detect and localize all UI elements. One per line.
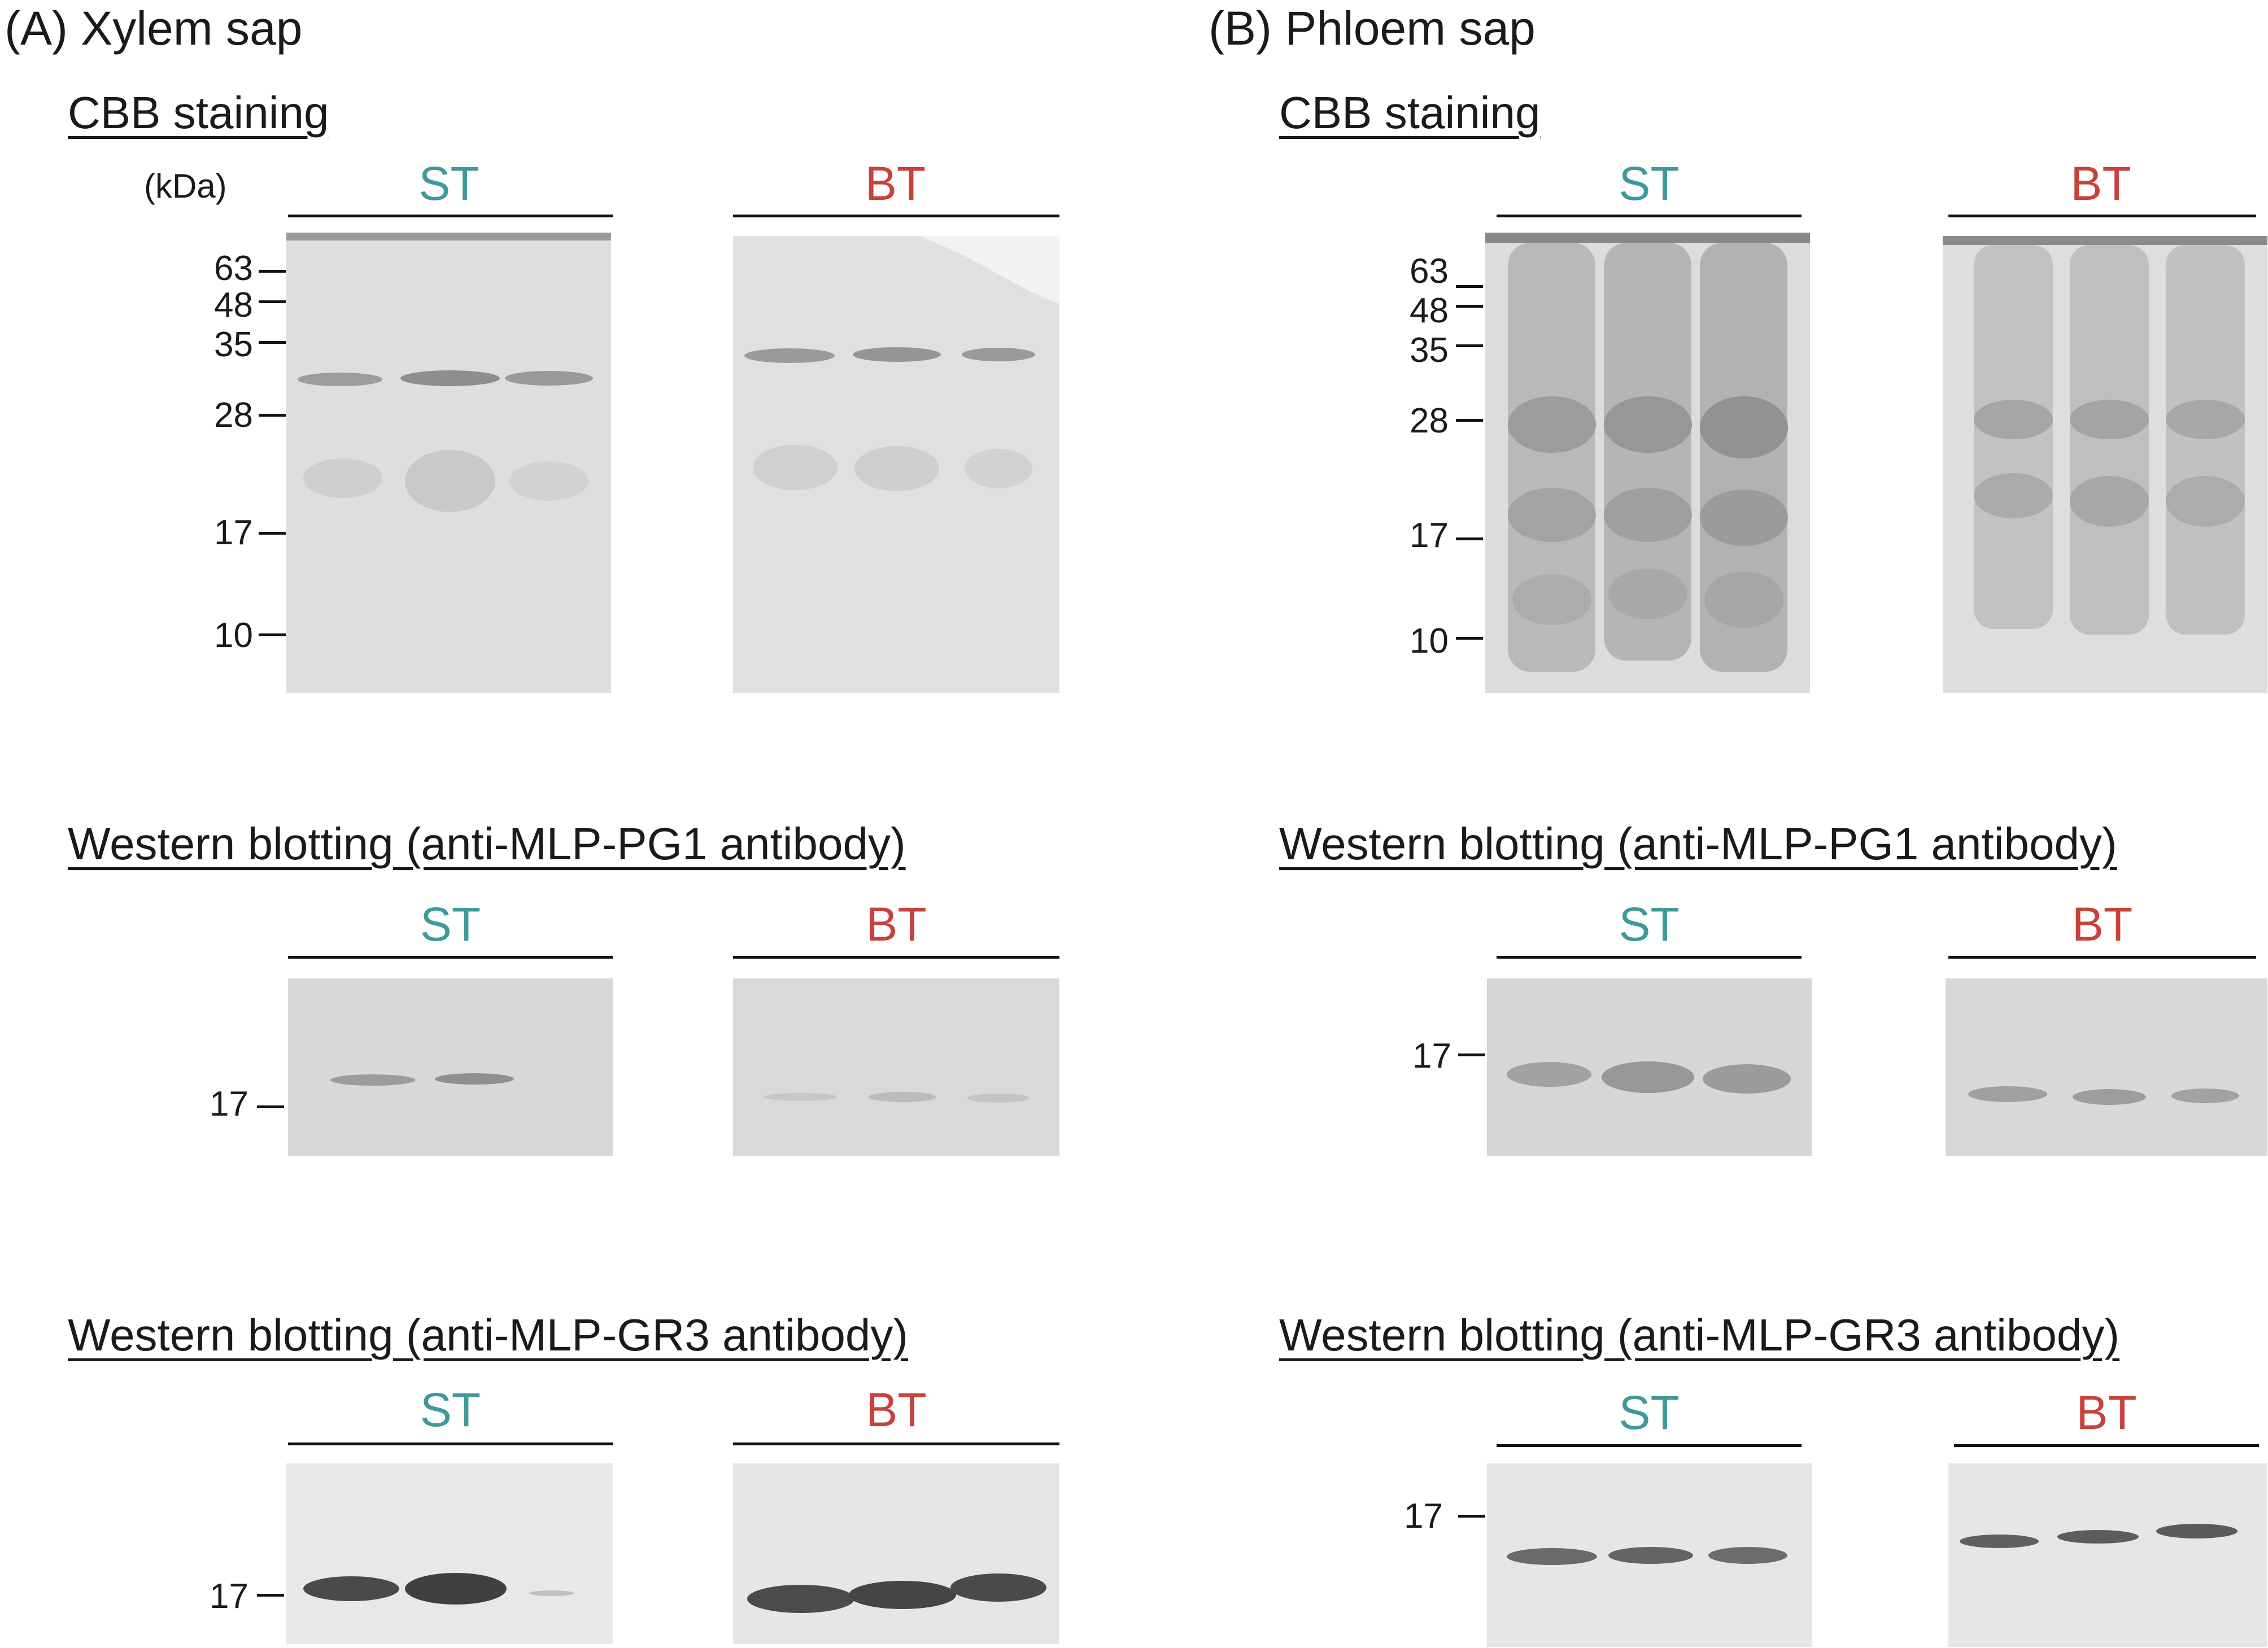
panel-b-wb1-bt-line [1948, 956, 2256, 959]
marker-tick-35 [1456, 344, 1483, 347]
panel-b-cbb-st-label: ST [1619, 157, 1680, 210]
marker-tick-28 [259, 414, 286, 417]
panel-a-kda-label: (kDa) [144, 167, 227, 205]
panel-b-wb1-bt-blot [1946, 978, 2267, 1156]
panel-b-cbb-title: CBB staining [1279, 88, 1541, 138]
marker-label-63: 63 [214, 249, 253, 288]
marker-tick-28 [1456, 419, 1483, 422]
panel-a-wb2-bt-blot [733, 1463, 1059, 1644]
marker-label-10: 10 [214, 616, 253, 655]
panel-a-wb1-bt-line [733, 956, 1059, 959]
panel-b-wb1-marker-tick [1458, 1054, 1485, 1056]
marker-label-48: 48 [1410, 291, 1449, 330]
panel-a-wb2-st-label: ST [420, 1383, 481, 1436]
panel-a-cbb-bt-line [733, 215, 1059, 217]
panel-b-wb2-bt-line [1954, 1444, 2259, 1447]
marker-label-17: 17 [1410, 516, 1449, 555]
marker-label-63: 63 [1410, 252, 1449, 291]
marker-label-17: 17 [214, 513, 253, 552]
panel-a-wb1-title: Western blotting (anti-MLP-PG1 antibody) [68, 819, 906, 869]
panel-a-cbb-st-line [288, 215, 613, 217]
marker-tick-10 [1456, 637, 1483, 640]
panel-a-wb1-marker-label: 17 [210, 1085, 248, 1124]
panel-a-cbb-bt-gel [733, 236, 1059, 693]
panel-a-wb1-st-line [288, 956, 613, 959]
panel-a-cbb-st-label: ST [418, 157, 479, 210]
panel-b-wb1-st-blot [1487, 978, 1812, 1156]
panel-b-cbb-st-gel [1485, 233, 1810, 693]
panel-b-wb2-bt-blot [1948, 1463, 2267, 1647]
panel-b-title: (B) Phloem sap [1209, 2, 1536, 55]
panel-a-wb2-st-line [288, 1442, 613, 1445]
panel-b-wb2-title: Western blotting (anti-MLP-GR3 antibody) [1279, 1310, 2120, 1360]
marker-label-35: 35 [214, 325, 253, 364]
marker-label-10: 10 [1410, 622, 1449, 661]
panel-a-cbb-title: CBB staining [68, 88, 329, 138]
marker-tick-63 [1456, 285, 1483, 288]
panel-a-wb1-bt-label: BT [866, 898, 927, 951]
panel-a-wb2-st-blot [286, 1463, 613, 1644]
panel-a-wb1-st-blot [288, 978, 613, 1156]
panel-b-cbb-st-line [1497, 215, 1802, 217]
panel-b-wb1-bt-label: BT [2071, 898, 2133, 951]
panel-b-wb1-title: Western blotting (anti-MLP-PG1 antibody) [1279, 819, 2117, 869]
panel-b-wb2-st-blot [1487, 1463, 1812, 1647]
panel-a-wb2-title: Western blotting (anti-MLP-GR3 antibody) [68, 1310, 909, 1360]
panel-a-wb2-marker-tick [257, 1594, 284, 1597]
panel-a-wb2-marker-label: 17 [210, 1577, 248, 1616]
panel-a-wb1-marker-tick [257, 1105, 284, 1108]
marker-label-28: 28 [1410, 401, 1449, 440]
marker-tick-35 [259, 341, 286, 344]
marker-label-48: 48 [214, 286, 253, 325]
panel-a-wb2-bt-line [733, 1442, 1059, 1445]
marker-label-28: 28 [214, 396, 253, 435]
panel-b-wb2-st-line [1497, 1444, 1802, 1447]
marker-label-35: 35 [1410, 331, 1449, 370]
panel-b-wb2-marker-label: 17 [1404, 1497, 1443, 1536]
marker-tick-48 [259, 300, 286, 303]
panel-a-cbb-bt-label: BT [865, 157, 926, 210]
panel-b-wb2-st-label: ST [1619, 1386, 1680, 1439]
panel-b-wb1-marker-label: 17 [1412, 1037, 1451, 1076]
panel-b-cbb-bt-gel [1943, 236, 2267, 693]
panel-a-title: (A) Xylem sap [5, 2, 303, 55]
panel-b-wb2-marker-tick [1458, 1515, 1485, 1518]
panel-b-wb1-st-label: ST [1619, 898, 1680, 951]
panel-b-wb2-bt-label: BT [2076, 1386, 2137, 1439]
panel-a-cbb-st-gel [286, 233, 611, 693]
panel-b-cbb-bt-label: BT [2070, 157, 2131, 210]
panel-a-wb1-st-label: ST [420, 898, 481, 951]
marker-tick-17 [1456, 537, 1483, 540]
panel-b-wb1-st-line [1497, 956, 1802, 959]
panel-a-wb2-bt-label: BT [866, 1383, 927, 1436]
marker-tick-17 [259, 532, 286, 535]
panel-a-wb1-bt-blot [733, 978, 1059, 1156]
marker-tick-10 [259, 633, 286, 636]
marker-tick-48 [1456, 305, 1483, 308]
marker-tick-63 [259, 270, 286, 273]
panel-b-cbb-bt-line [1948, 215, 2256, 217]
